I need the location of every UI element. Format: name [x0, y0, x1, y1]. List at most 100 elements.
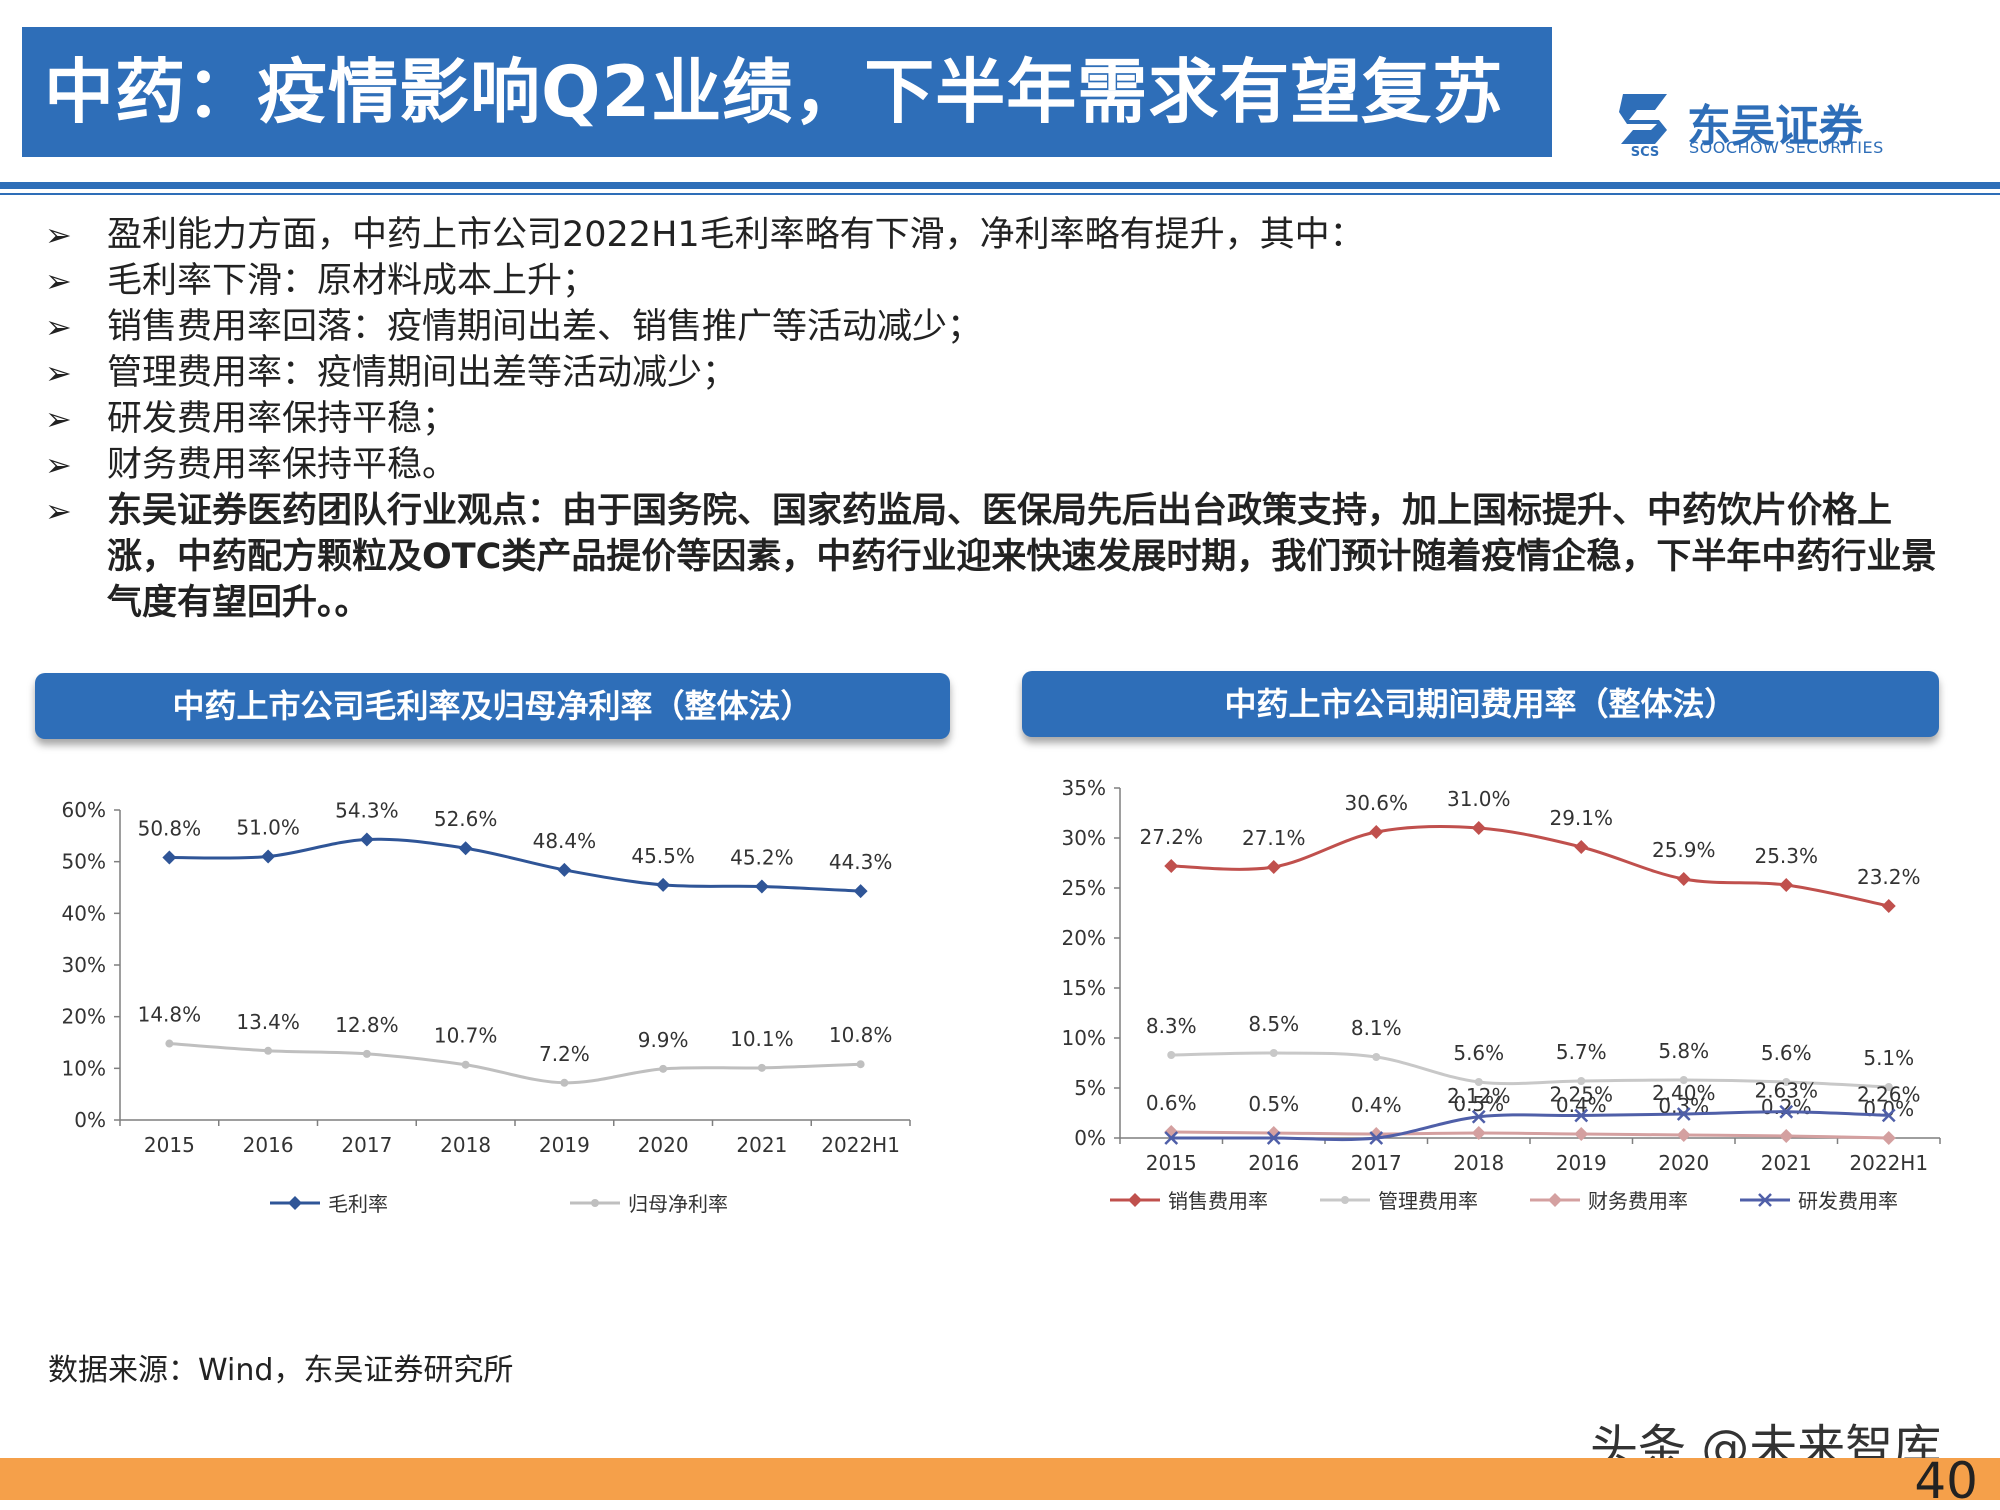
data-point [1369, 1131, 1384, 1145]
arrow-bullet-icon: ➢ [45, 492, 72, 530]
x-tick-label: 2019 [1556, 1151, 1607, 1175]
legend-marker [591, 1199, 599, 1207]
legend-marker [1548, 1193, 1562, 1207]
bullet-item-viewpoint: ➢ 东吴证券医药团队行业观点：由于国务院、国家药监局、医保局先后出台政策支持，加上… [45, 488, 1955, 626]
data-point [1574, 840, 1589, 854]
data-point [1881, 1108, 1896, 1123]
data-point [1676, 1128, 1691, 1142]
data-point [1167, 1051, 1176, 1059]
y-tick-label: 10% [62, 1056, 106, 1080]
bullet-list: ➢ 盈利能力方面，中药上市公司2022H1毛利率略有下滑，净利率略有提升，其中： … [45, 212, 1955, 626]
data-label: 2.63% [1754, 1079, 1818, 1103]
page-number: 40 [1914, 1452, 1978, 1510]
data-label: 10.7% [434, 1024, 498, 1048]
data-label: 25.9% [1652, 838, 1716, 862]
data-point [1676, 1107, 1691, 1121]
legend-label: 研发费用率 [1798, 1189, 1898, 1213]
y-tick-label: 10% [1062, 1026, 1106, 1050]
data-label: 0.5% [1248, 1092, 1299, 1116]
bullet-text: 毛利率下滑：原材料成本上升； [107, 261, 598, 301]
data-label: 31.0% [1447, 787, 1511, 811]
data-label: 23.2% [1857, 865, 1921, 889]
data-label: 45.2% [730, 845, 794, 869]
bullet-item: ➢ 研发费用率保持平稳； [45, 396, 1955, 442]
y-tick-label: 20% [62, 1005, 106, 1029]
series-line [169, 1042, 861, 1085]
y-tick-label: 60% [62, 798, 106, 822]
y-tick-label: 40% [62, 901, 106, 925]
data-point [1676, 872, 1691, 886]
bullet-item: ➢ 盈利能力方面，中药上市公司2022H1毛利率略有下滑，净利率略有提升，其中： [45, 212, 1955, 258]
logo-abbr: SCS [1631, 145, 1660, 158]
legend-label: 归母净利率 [628, 1192, 728, 1216]
x-tick-label: 2021 [736, 1133, 787, 1157]
data-point [1574, 1108, 1589, 1123]
x-tick-label: 2018 [440, 1133, 491, 1157]
legend-marker [1128, 1193, 1142, 1207]
x-tick-label: 2016 [1248, 1151, 1299, 1175]
data-point [1779, 1104, 1794, 1119]
y-tick-label: 5% [1074, 1076, 1106, 1100]
data-label: 14.8% [138, 1003, 202, 1027]
data-point [1884, 1083, 1893, 1091]
data-label: 10.1% [730, 1027, 794, 1051]
data-point [1164, 859, 1179, 873]
data-point [757, 1063, 766, 1072]
data-point [165, 1039, 174, 1048]
legend-label: 毛利率 [328, 1192, 388, 1216]
x-tick-label: 2018 [1453, 1151, 1504, 1175]
x-tick-label: 2022H1 [821, 1133, 900, 1157]
data-label: 13.4% [236, 1010, 300, 1034]
data-label: 8.1% [1351, 1016, 1402, 1040]
data-label: 5.8% [1658, 1039, 1709, 1063]
y-tick-label: 50% [62, 850, 106, 874]
data-label: 2.40% [1652, 1081, 1716, 1105]
bullet-text: 财务费用率保持平稳。 [107, 445, 458, 485]
legend-marker [288, 1196, 302, 1210]
x-tick-label: 2022H1 [1849, 1151, 1928, 1175]
y-tick-label: 0% [74, 1108, 106, 1132]
series-line [1171, 1130, 1889, 1140]
data-label: 0.4% [1351, 1093, 1402, 1117]
bullet-item: ➢ 管理费用率：疫情期间出差等活动减少； [45, 350, 1955, 396]
data-point [458, 841, 473, 856]
logo-name-cn: 东吴证券 [1687, 101, 1863, 152]
data-point [557, 862, 572, 877]
data-point [656, 877, 671, 892]
x-tick-label: 2020 [1658, 1151, 1709, 1175]
arrow-bullet-icon: ➢ [45, 400, 72, 438]
data-point [1474, 1078, 1483, 1086]
x-tick-label: 2019 [539, 1133, 590, 1157]
x-tick-label: 2020 [638, 1133, 689, 1157]
data-label: 5.6% [1453, 1041, 1504, 1065]
series-line [1171, 824, 1890, 908]
data-point [1266, 860, 1281, 874]
chart-2-title: 中药上市公司期间费用率（整体法） [1022, 671, 1939, 737]
y-tick-label: 30% [62, 953, 106, 977]
data-point [359, 832, 374, 847]
data-point [1679, 1076, 1688, 1084]
data-point [1471, 1126, 1486, 1140]
bullet-item: ➢ 销售费用率回落：疫情期间出差、销售推广等活动减少； [45, 304, 1955, 350]
y-tick-label: 15% [1062, 976, 1106, 1000]
data-point [1471, 1109, 1486, 1124]
page-title: 中药：疫情影响Q2业绩，下半年需求有望复苏 [44, 51, 1504, 133]
bullet-text: 管理费用率：疫情期间出差等活动减少； [107, 353, 738, 393]
x-tick-label: 2015 [1146, 1151, 1197, 1175]
bullet-text: 东吴证券医药团队行业观点：由于国务院、国家药监局、医保局先后出台政策支持，加上国… [107, 491, 1937, 623]
series-line [1171, 1110, 1889, 1142]
bullet-text: 研发费用率保持平稳； [107, 399, 458, 439]
data-label: 2.26% [1857, 1082, 1921, 1106]
data-label: 0.2% [1761, 1095, 1812, 1119]
data-point [1782, 1078, 1791, 1086]
data-point [1779, 1129, 1794, 1143]
data-label: 44.3% [829, 850, 893, 874]
x-tick-label: 2016 [243, 1133, 294, 1157]
arrow-bullet-icon: ➢ [45, 308, 72, 346]
data-point [853, 884, 868, 899]
data-point [1269, 1049, 1278, 1057]
arrow-bullet-icon: ➢ [45, 354, 72, 392]
data-point [461, 1060, 470, 1069]
data-label: 52.6% [434, 807, 498, 831]
data-label: 45.5% [631, 844, 695, 868]
